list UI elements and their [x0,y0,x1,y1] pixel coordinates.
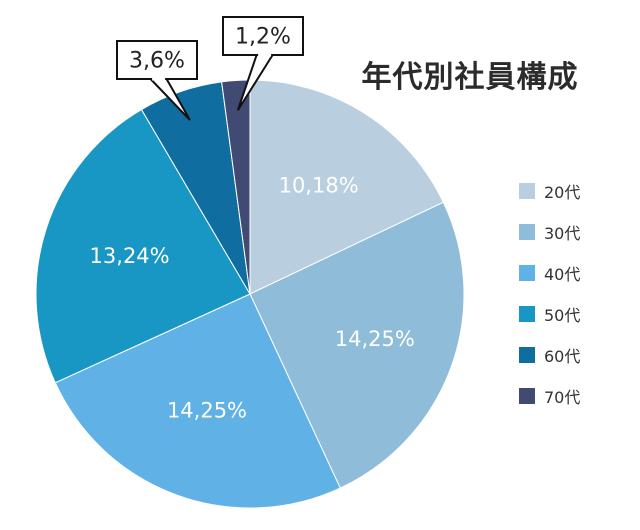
legend-item: 60代 [519,334,629,375]
legend: 20代 30代 40代 50代 60代 70代 [519,170,629,416]
legend-label: 50代 [544,305,581,325]
legend-swatch [519,223,535,240]
legend-swatch [519,387,535,404]
legend-item: 70代 [519,375,629,416]
legend-label: 40代 [544,264,581,284]
data-label: 10,18% [279,173,359,197]
data-label: 14,25% [335,327,415,351]
legend-swatch [519,182,535,199]
callout-pointer [149,78,191,121]
pie-slice [249,79,444,295]
callout-box [116,40,198,80]
pie-slice [249,201,465,489]
legend-item: 20代 [519,170,629,211]
data-label: 13,24% [90,244,170,268]
callout-pointer [236,54,274,111]
pie-slice [35,108,251,384]
callout-label: 3,6% [129,49,185,74]
legend-swatch [519,264,535,281]
legend-item: 40代 [519,252,629,293]
legend-item: 50代 [519,293,629,334]
chart-title: 年代別社員構成 [361,60,579,95]
legend-label: 60代 [544,346,581,366]
pie-slice [54,293,341,509]
legend-label: 30代 [544,223,581,243]
legend-item: 30代 [519,211,629,252]
data-label: 14,25% [167,398,247,422]
legend-label: 20代 [544,182,581,202]
legend-swatch [519,346,535,363]
legend-label: 70代 [544,387,581,407]
legend-swatch [519,305,535,322]
callout-label: 1,2% [235,25,291,50]
